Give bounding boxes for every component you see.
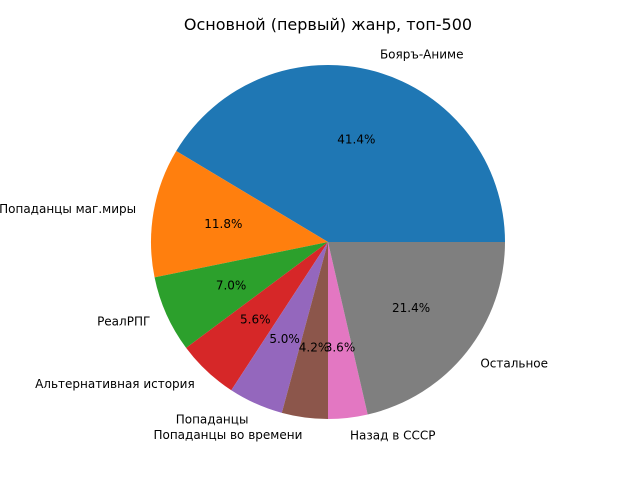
slice-pct-label: 5.0% <box>269 332 300 346</box>
slice-pct-label: 41.4% <box>337 133 375 147</box>
slice-label: Назад в СССР <box>350 428 435 442</box>
pie-slice-5 <box>281 242 328 419</box>
pie-slice-3 <box>186 242 328 391</box>
pie-slice-7 <box>328 242 506 415</box>
slice-label: Альтернативная история <box>35 377 195 391</box>
pie-slice-6 <box>328 242 368 419</box>
pie-slice-4 <box>231 242 328 413</box>
slice-label: Попаданцы <box>176 413 249 427</box>
slice-pct-label: 21.4% <box>392 301 430 315</box>
slice-label: Попаданцы маг.миры <box>0 202 136 216</box>
chart-title: Основной (первый) жанр, топ-500 <box>184 15 472 34</box>
slice-pct-label: 11.8% <box>204 217 242 231</box>
slice-pct-label: 3.6% <box>325 341 356 355</box>
pie-slice-0 <box>176 64 506 242</box>
slice-pct-label: 4.2% <box>299 340 330 354</box>
slice-pct-label: 5.6% <box>240 312 271 326</box>
pie-slice-2 <box>154 242 328 348</box>
slice-label: Бояръ-Аниме <box>380 47 464 61</box>
slice-label: Остальное <box>480 356 548 370</box>
slice-label: Попаданцы во времени <box>153 428 302 442</box>
pie-slice-1 <box>151 150 328 278</box>
slice-label: РеалРПГ <box>97 315 150 329</box>
slice-pct-label: 7.0% <box>216 278 247 292</box>
